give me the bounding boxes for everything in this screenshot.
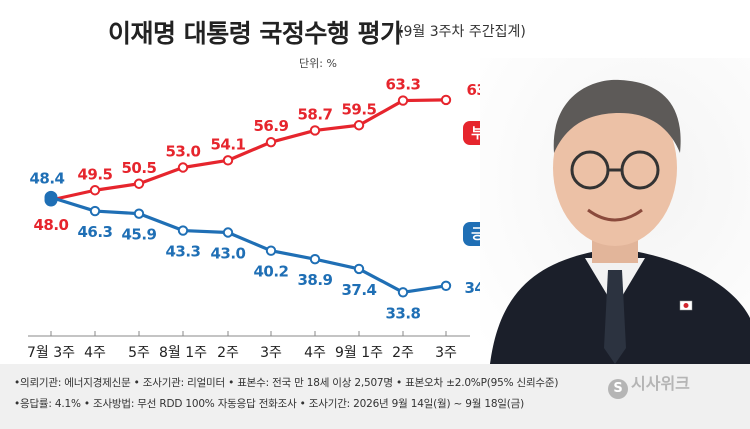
negative-value-label: 63.3 [385, 76, 420, 94]
x-tick-label: 5주 [128, 345, 150, 361]
lines-layer [44, 94, 452, 298]
positive-point [309, 253, 321, 265]
negative-value-label: 58.7 [297, 105, 332, 123]
logo-text: 시사위크 [631, 374, 690, 393]
positive-series-line [49, 195, 448, 294]
x-tick-label: 2주 [392, 345, 414, 361]
negative-point [309, 125, 321, 136]
positive-value-label: 38.9 [297, 271, 332, 289]
x-tick-label: 3주 [260, 345, 282, 361]
negative-point [89, 185, 101, 196]
positive-value-label: 33.8 [385, 304, 420, 322]
negative-value-label: 49.5 [77, 165, 112, 183]
footer-line-2: •응답률: 4.1% • 조사방법: 무선 RDD 100% 자동응답 전화조사… [14, 398, 525, 410]
portrait-photo [480, 58, 750, 364]
negative-series-line [49, 98, 448, 202]
positive-point [222, 227, 234, 238]
positive-value-label: 48.4 [29, 169, 64, 187]
positive-point [353, 263, 365, 275]
x-tick-label: 8월 1주 [159, 345, 207, 361]
publisher-logo: S 시사위크 [608, 370, 690, 399]
positive-value-label: 45.9 [121, 226, 156, 244]
negative-point [133, 178, 145, 189]
value-labels: 48.049.550.553.054.156.958.759.563.363.4… [29, 76, 502, 323]
negative-value-label: 56.9 [253, 117, 288, 135]
positive-point [265, 245, 277, 256]
positive-value-label: 43.0 [210, 245, 245, 263]
x-tick-label: 2주 [217, 345, 239, 361]
negative-point [222, 155, 234, 166]
x-tick-label: 4주 [304, 345, 326, 361]
footer-line-1: •의뢰기관: 에너지경제신문 • 조사기관: 리얼미터 • 표본수: 전국 만 … [14, 377, 559, 389]
x-axis: 7월 3주 4주 5주 8월 1주 2주 3주 4주 9월 1주 2주 3주 [27, 331, 470, 361]
negative-point [440, 94, 452, 106]
negative-value-label: 48.0 [33, 216, 68, 234]
negative-point [177, 162, 189, 173]
survey-footer: •의뢰기관: 에너지경제신문 • 조사기관: 리얼미터 • 표본수: 전국 만 … [0, 364, 750, 429]
positive-point [133, 208, 145, 219]
chart-title: 이재명 대통령 국정수행 평가 [108, 19, 403, 48]
negative-value-label: 54.1 [210, 135, 245, 153]
positive-point [440, 280, 452, 291]
positive-value-label: 43.3 [165, 243, 200, 261]
negative-value-label: 53.0 [165, 143, 200, 161]
negative-value-label: 59.5 [341, 100, 376, 118]
logo-mark-icon: S [608, 379, 628, 399]
negative-point [353, 120, 365, 131]
positive-point [177, 225, 189, 236]
positive-value-label: 40.2 [253, 263, 288, 281]
positive-value-label: 46.3 [77, 223, 112, 241]
x-tick-label: 4주 [84, 345, 106, 361]
unit-label: 단위: % [299, 57, 337, 70]
negative-point [397, 95, 409, 106]
positive-point [44, 190, 58, 204]
x-tick-label: 7월 3주 [27, 345, 75, 361]
chart-subtitle: (9월 3주차 주간집계) [398, 24, 526, 40]
x-tick-label: 9월 1주 [335, 345, 383, 361]
x-tick-label: 3주 [435, 345, 457, 361]
negative-point [265, 136, 277, 148]
positive-point [397, 287, 409, 298]
negative-value-label: 50.5 [121, 159, 156, 177]
positive-point [89, 205, 101, 217]
positive-value-label: 37.4 [341, 281, 376, 299]
